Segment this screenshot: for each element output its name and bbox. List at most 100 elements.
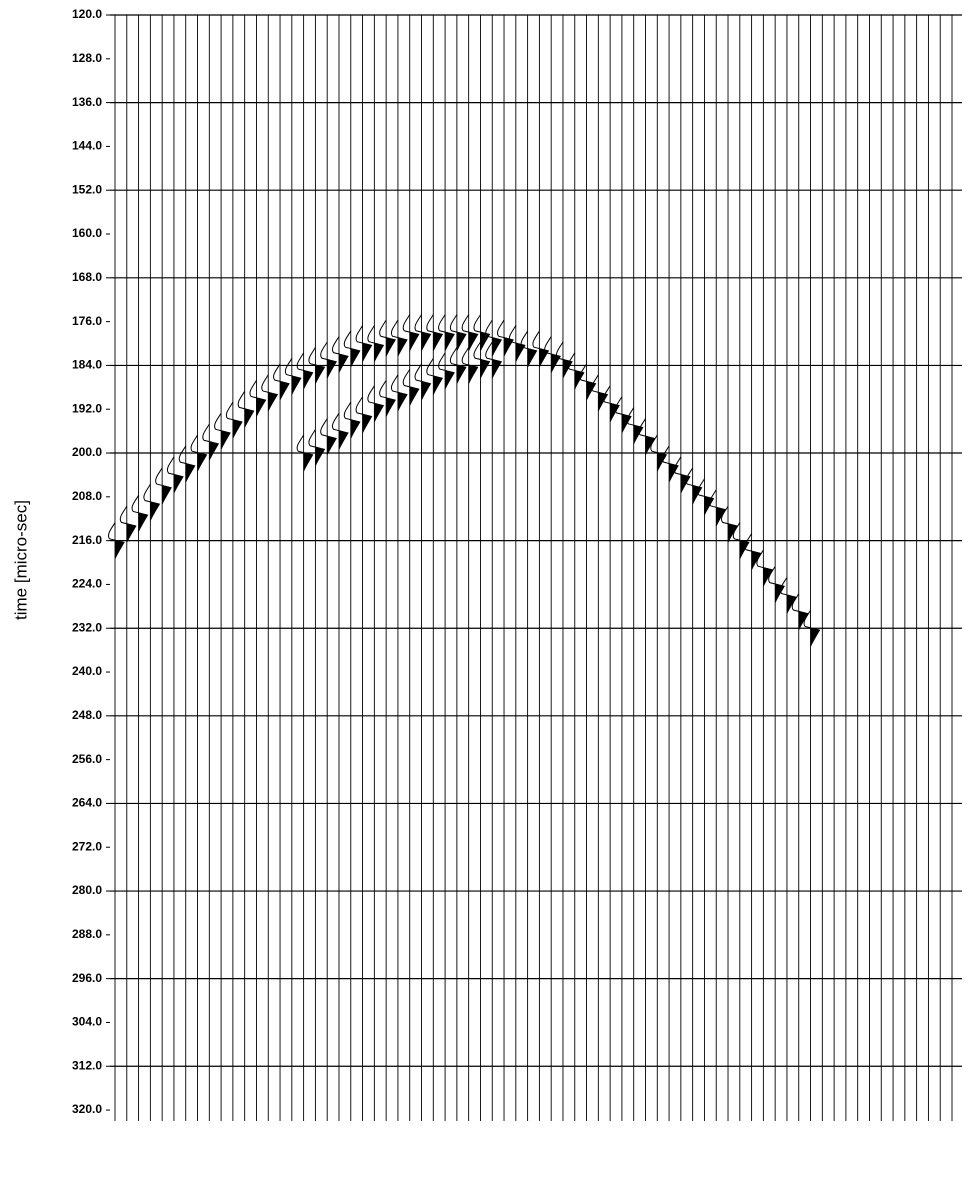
wiggle-lobe xyxy=(338,430,348,449)
wiggle-lobe xyxy=(338,353,348,372)
wiggle-lobe xyxy=(669,463,679,482)
y-tick-label: 168.0 xyxy=(72,270,102,284)
wiggle-lobe xyxy=(315,364,325,383)
wiggle-lobe xyxy=(185,463,195,482)
y-tick-label: 152.0 xyxy=(72,182,102,196)
y-tick-label: 176.0 xyxy=(72,314,102,328)
wiggle-lobe xyxy=(657,452,667,471)
wiggle-lobe xyxy=(173,474,183,493)
wiggle-lobe xyxy=(421,380,431,399)
wiggle-lobe xyxy=(810,627,820,646)
y-tick-label: 184.0 xyxy=(72,358,102,372)
y-tick-label: 272.0 xyxy=(72,839,102,853)
y-tick-label: 264.0 xyxy=(72,796,102,810)
y-tick-label: 136.0 xyxy=(72,95,102,109)
wiggle-lobe xyxy=(633,424,643,443)
wiggle-lobe xyxy=(551,353,561,372)
wiggle-lobe xyxy=(397,391,407,410)
wiggle-lobe xyxy=(492,359,502,378)
wiggle-lobe xyxy=(209,441,219,460)
wiggle-lobe xyxy=(386,337,396,356)
wiggle-lobe xyxy=(468,364,478,383)
wiggle-lobe xyxy=(539,348,549,367)
wiggle-lobe xyxy=(574,369,584,388)
y-tick-label: 240.0 xyxy=(72,664,102,678)
wiggle-lobe xyxy=(515,342,525,361)
wiggle-lobe xyxy=(303,452,313,471)
wiggle-lobe xyxy=(350,348,360,367)
y-tick-label: 160.0 xyxy=(72,226,102,240)
wiggle-lobe xyxy=(763,567,773,586)
y-tick-label: 224.0 xyxy=(72,577,102,591)
y-tick-label: 208.0 xyxy=(72,489,102,503)
wiggle-lobe xyxy=(504,337,514,356)
wiggle-lobe xyxy=(197,452,207,471)
wiggle-lobe xyxy=(232,419,242,438)
y-tick-label: 128.0 xyxy=(72,51,102,65)
wiggle-lobe xyxy=(162,484,172,503)
wiggle-lobe xyxy=(350,419,360,438)
wiggle-lobe xyxy=(445,369,455,388)
wiggle-lobe xyxy=(409,386,419,405)
y-tick-label: 312.0 xyxy=(72,1058,102,1072)
wiggle-lobe xyxy=(303,369,313,388)
y-axis-label: time [micro-sec] xyxy=(11,500,30,620)
wiggle-lobe xyxy=(138,512,148,531)
y-tick-label: 288.0 xyxy=(72,927,102,941)
wiggle-lobe xyxy=(480,359,490,378)
wiggle-lobe xyxy=(704,495,714,514)
wiggle-lobe xyxy=(386,397,396,416)
wiggle-lobe xyxy=(244,408,254,427)
wiggle-lobe xyxy=(315,446,325,465)
y-tick-label: 200.0 xyxy=(72,445,102,459)
y-tick-label: 120.0 xyxy=(72,7,102,21)
wiggle-lobe xyxy=(362,413,372,432)
wiggle-lobe xyxy=(268,391,278,410)
wiggle-lobe xyxy=(492,337,502,356)
wiggle-lobe xyxy=(421,331,431,350)
wiggle-lobe xyxy=(374,402,384,421)
wiggle-lobe xyxy=(598,391,608,410)
wiggle-lobe xyxy=(327,359,337,378)
wiggle-lobe xyxy=(115,539,124,558)
wiggle-lobe xyxy=(728,523,738,542)
wiggle-lobe xyxy=(480,331,490,350)
wiggle-lobe xyxy=(468,331,478,350)
y-tick-label: 296.0 xyxy=(72,971,102,985)
y-tick-label: 232.0 xyxy=(72,620,102,634)
y-tick-label: 280.0 xyxy=(72,883,102,897)
wiggle-lobe xyxy=(456,364,466,383)
wiggle-lobe xyxy=(433,331,443,350)
wiggle-lobe xyxy=(798,610,808,629)
wiggle-lobe xyxy=(527,348,537,367)
wiggle-lobe xyxy=(645,435,655,454)
wiggle-lobe xyxy=(280,380,290,399)
wiggle-lobe xyxy=(256,397,266,416)
wiggle-lobe xyxy=(126,523,136,542)
wiggle-lobe xyxy=(692,484,702,503)
wiggle-lobe xyxy=(586,380,596,399)
wiggle-lobe xyxy=(409,331,419,350)
wiggle-lobe xyxy=(291,375,301,394)
y-tick-label: 256.0 xyxy=(72,752,102,766)
wiggle-lobe xyxy=(374,342,384,361)
y-tick-label: 248.0 xyxy=(72,708,102,722)
wiggle-lobe xyxy=(621,413,631,432)
wiggle-lobe xyxy=(150,501,160,520)
wiggle-lobe xyxy=(716,506,726,525)
wiggle-lobe xyxy=(327,435,337,454)
wiggle-lobe xyxy=(362,342,372,361)
y-tick-label: 304.0 xyxy=(72,1015,102,1029)
wiggle-lobe xyxy=(680,474,690,493)
y-tick-label: 320.0 xyxy=(72,1102,102,1116)
wiggle-lobe xyxy=(397,337,407,356)
wiggle-lobe xyxy=(786,594,796,613)
wiggle-lobe xyxy=(751,550,761,569)
y-tick-label: 192.0 xyxy=(72,401,102,415)
y-tick-label: 144.0 xyxy=(72,139,102,153)
wiggle-lobe xyxy=(456,331,466,350)
wiggle-lobe xyxy=(610,402,620,421)
y-tick-label: 216.0 xyxy=(72,533,102,547)
wiggle-lobe xyxy=(775,583,785,602)
